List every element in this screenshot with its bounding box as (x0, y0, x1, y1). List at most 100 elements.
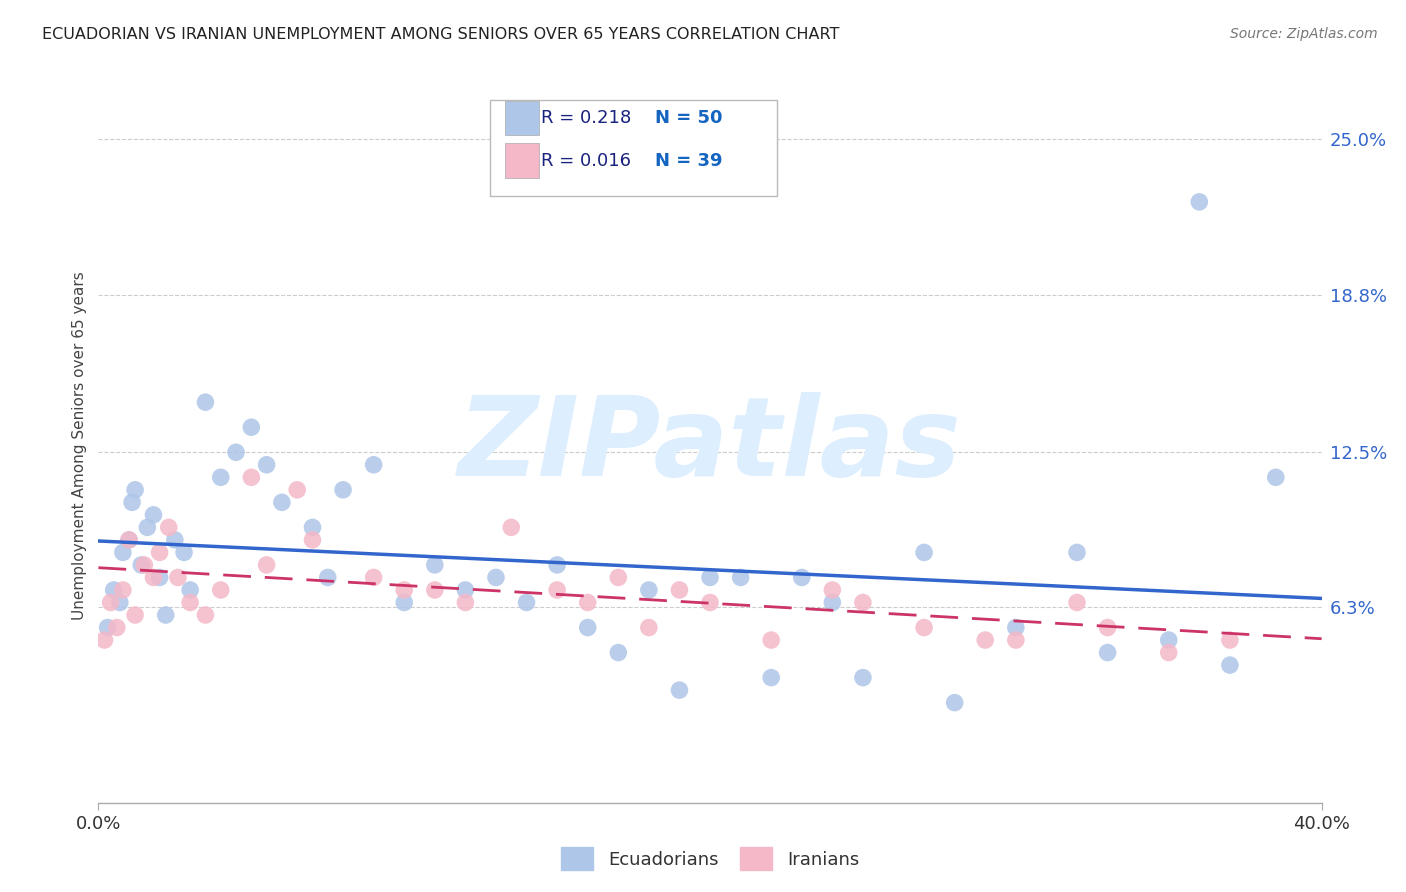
Point (179, 595, 201, 609)
Point (167, 570, 190, 584)
Point (124, 607, 146, 622)
Text: Source: ZipAtlas.com: Source: ZipAtlas.com (1230, 27, 1378, 41)
Point (1157, 633, 1180, 648)
Point (546, 558, 568, 572)
FancyBboxPatch shape (505, 144, 538, 178)
Point (155, 607, 177, 622)
Point (668, 683, 690, 698)
Point (149, 545, 172, 559)
Point (363, 458, 385, 472)
Legend: Ecuadorians, Iranians: Ecuadorians, Iranians (551, 838, 869, 880)
Text: N = 50: N = 50 (655, 109, 723, 127)
Point (1097, 646, 1119, 660)
Point (105, 621, 128, 635)
Point (668, 582, 690, 597)
Point (699, 570, 721, 584)
Point (301, 520, 323, 534)
Text: R = 0.218: R = 0.218 (541, 109, 631, 127)
Point (134, 558, 156, 572)
Point (943, 696, 966, 710)
Point (136, 520, 159, 534)
Point (485, 570, 508, 584)
Point (129, 558, 152, 572)
Point (392, 595, 416, 609)
Point (1066, 595, 1088, 609)
Point (912, 545, 935, 559)
Text: R = 0.016: R = 0.016 (541, 152, 631, 169)
Point (501, 520, 523, 534)
Point (607, 646, 630, 660)
Point (142, 508, 165, 522)
Point (363, 570, 385, 584)
Point (301, 533, 323, 547)
Point (209, 470, 232, 484)
Point (93, 633, 115, 648)
Point (240, 470, 263, 484)
Point (974, 633, 997, 648)
Point (423, 582, 446, 597)
Point (108, 595, 131, 609)
Point (240, 420, 263, 434)
Point (209, 582, 232, 597)
Point (852, 671, 875, 685)
Point (124, 483, 146, 497)
Point (790, 570, 813, 584)
Point (730, 570, 752, 584)
Point (121, 495, 143, 509)
Point (454, 582, 477, 597)
Point (97, 621, 120, 635)
Point (546, 582, 568, 597)
Point (118, 533, 141, 547)
Point (1097, 621, 1119, 635)
Point (761, 633, 783, 648)
Point (852, 595, 875, 609)
Point (1219, 658, 1241, 673)
Point (1188, 194, 1211, 209)
Point (821, 595, 844, 609)
Point (111, 545, 134, 559)
Point (576, 595, 599, 609)
Point (332, 483, 354, 497)
FancyBboxPatch shape (505, 101, 538, 135)
Y-axis label: Unemployment Among Seniors over 65 years: Unemployment Among Seniors over 65 years (72, 272, 87, 620)
Point (149, 570, 172, 584)
Point (270, 495, 294, 509)
Point (157, 520, 180, 534)
Point (454, 595, 477, 609)
Point (225, 445, 247, 459)
Point (173, 545, 195, 559)
Point (392, 582, 416, 597)
Point (699, 595, 721, 609)
Point (761, 671, 783, 685)
Text: ZIPatlas: ZIPatlas (458, 392, 962, 500)
Point (256, 558, 278, 572)
Point (256, 458, 278, 472)
Point (607, 570, 630, 584)
Text: N = 39: N = 39 (655, 152, 723, 169)
Point (576, 621, 599, 635)
Point (285, 483, 308, 497)
Text: ECUADORIAN VS IRANIAN UNEMPLOYMENT AMONG SENIORS OVER 65 YEARS CORRELATION CHART: ECUADORIAN VS IRANIAN UNEMPLOYMENT AMONG… (42, 27, 839, 42)
Point (179, 582, 201, 597)
Point (194, 607, 217, 622)
FancyBboxPatch shape (489, 100, 778, 196)
Point (118, 533, 141, 547)
Point (637, 582, 661, 597)
Point (1004, 621, 1026, 635)
Point (100, 595, 122, 609)
Point (111, 582, 134, 597)
Point (1004, 633, 1026, 648)
Point (1157, 646, 1180, 660)
Point (1264, 470, 1286, 484)
Point (163, 533, 186, 547)
Point (194, 395, 217, 409)
Point (516, 595, 538, 609)
Point (1066, 545, 1088, 559)
Point (821, 582, 844, 597)
Point (142, 570, 165, 584)
Point (912, 621, 935, 635)
Point (316, 570, 339, 584)
Point (423, 558, 446, 572)
Point (637, 621, 661, 635)
Point (103, 582, 125, 597)
